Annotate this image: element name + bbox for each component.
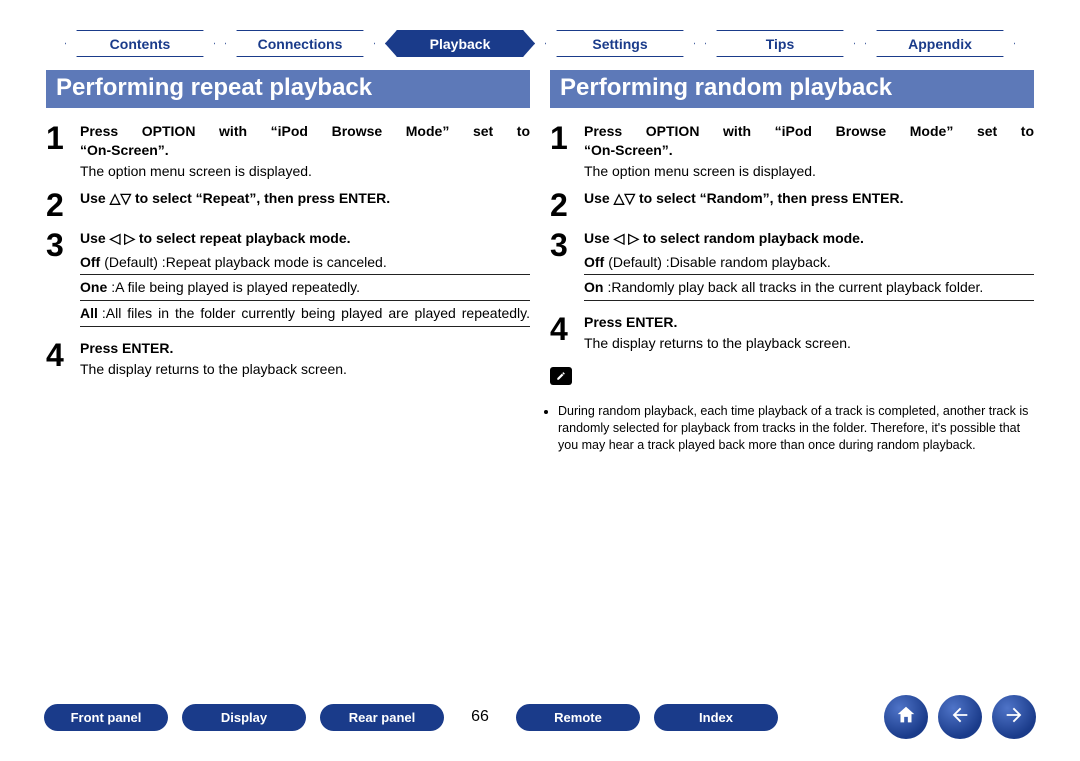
step-2: 2 Use △▽ to select “Random”, then press … bbox=[550, 189, 1034, 221]
pencil-icon bbox=[550, 367, 572, 385]
link-remote[interactable]: Remote bbox=[516, 704, 640, 731]
nav-circle-group bbox=[884, 695, 1036, 739]
tab-appendix[interactable]: Appendix bbox=[865, 30, 1015, 57]
opt-key: One bbox=[80, 278, 111, 297]
opt-key: Off bbox=[80, 253, 104, 272]
link-index[interactable]: Index bbox=[654, 704, 778, 731]
arrow-right-icon bbox=[1003, 704, 1025, 731]
step-sub: The display returns to the playback scre… bbox=[80, 360, 530, 379]
top-tab-nav: Contents Connections Playback Settings T… bbox=[0, 30, 1080, 62]
tab-contents[interactable]: Contents bbox=[65, 30, 215, 57]
note-body: During random playback, each time playba… bbox=[550, 403, 1034, 454]
section-title-repeat: Performing repeat playback bbox=[46, 70, 530, 108]
opt-key: All bbox=[80, 304, 102, 323]
content-columns: Performing repeat playback 1 Press OPTIO… bbox=[0, 62, 1080, 761]
tab-label: Tips bbox=[766, 36, 795, 52]
step-number: 1 bbox=[550, 122, 584, 154]
tab-playback[interactable]: Playback bbox=[385, 30, 535, 57]
step-4: 4 Press ENTER. The display returns to th… bbox=[46, 339, 530, 379]
pill-label: Index bbox=[699, 710, 733, 725]
opt-val: Disable random playback. bbox=[670, 253, 831, 272]
option-off: Off (Default) : Repeat playback mode is … bbox=[80, 250, 530, 276]
step-head: Use △▽ to select “Random”, then press EN… bbox=[584, 189, 1034, 208]
step-head-line2: “On-Screen”. bbox=[584, 141, 1034, 160]
step-number: 3 bbox=[550, 229, 584, 261]
opt-val: Repeat playback mode is canceled. bbox=[166, 253, 387, 272]
option-list: Off (Default) : Repeat playback mode is … bbox=[80, 250, 530, 328]
tab-settings[interactable]: Settings bbox=[545, 30, 695, 57]
step-1: 1 Press OPTION with “iPod Browse Mode” s… bbox=[46, 122, 530, 181]
step-2: 2 Use △▽ to select “Repeat”, then press … bbox=[46, 189, 530, 221]
step-sub: The option menu screen is displayed. bbox=[80, 162, 530, 181]
bottom-nav: Front panel Display Rear panel 66 Remote… bbox=[0, 695, 1080, 739]
step-sub: The option menu screen is displayed. bbox=[584, 162, 1034, 181]
pill-label: Remote bbox=[554, 710, 602, 725]
prev-button[interactable] bbox=[938, 695, 982, 739]
tab-label: Appendix bbox=[908, 36, 972, 52]
step-number: 1 bbox=[46, 122, 80, 154]
step-head: Press OPTION with “iPod Browse Mode” set… bbox=[80, 122, 530, 141]
pill-label: Display bbox=[221, 710, 267, 725]
step-head-line2: “On-Screen”. bbox=[80, 141, 530, 160]
opt-val: A file being played is played repeatedly… bbox=[115, 278, 360, 297]
link-front-panel[interactable]: Front panel bbox=[44, 704, 168, 731]
option-on: On : Randomly play back all tracks in th… bbox=[584, 275, 1034, 301]
pill-label: Front panel bbox=[71, 710, 142, 725]
link-rear-panel[interactable]: Rear panel bbox=[320, 704, 444, 731]
opt-def: (Default) : bbox=[608, 253, 669, 272]
col-repeat: Performing repeat playback 1 Press OPTIO… bbox=[46, 70, 530, 761]
step-3: 3 Use ◁ ▷ to select repeat playback mode… bbox=[46, 229, 530, 328]
tab-label: Playback bbox=[430, 36, 491, 52]
step-head: Use △▽ to select “Repeat”, then press EN… bbox=[80, 189, 530, 208]
step-1: 1 Press OPTION with “iPod Browse Mode” s… bbox=[550, 122, 1034, 181]
tab-label: Connections bbox=[258, 36, 343, 52]
next-button[interactable] bbox=[992, 695, 1036, 739]
option-off: Off (Default) : Disable random playback. bbox=[584, 250, 1034, 276]
opt-val: Randomly play back all tracks in the cur… bbox=[611, 278, 983, 297]
option-all: All : All files in the folder currently … bbox=[80, 301, 530, 327]
option-list: Off (Default) : Disable random playback.… bbox=[584, 250, 1034, 302]
opt-key: Off bbox=[584, 253, 608, 272]
step-number: 4 bbox=[46, 339, 80, 371]
step-head: Press ENTER. bbox=[80, 339, 530, 358]
opt-def: (Default) : bbox=[104, 253, 165, 272]
option-one: One : A file being played is played repe… bbox=[80, 275, 530, 301]
opt-val: All files in the folder currently being … bbox=[106, 304, 530, 323]
step-sub: The display returns to the playback scre… bbox=[584, 334, 1034, 353]
manual-page: Contents Connections Playback Settings T… bbox=[0, 0, 1080, 761]
pill-label: Rear panel bbox=[349, 710, 415, 725]
step-number: 2 bbox=[550, 189, 584, 221]
step-number: 2 bbox=[46, 189, 80, 221]
step-3: 3 Use ◁ ▷ to select random playback mode… bbox=[550, 229, 1034, 302]
tab-connections[interactable]: Connections bbox=[225, 30, 375, 57]
step-head: Press ENTER. bbox=[584, 313, 1034, 332]
step-head: Use ◁ ▷ to select repeat playback mode. bbox=[80, 229, 530, 248]
tab-label: Settings bbox=[592, 36, 647, 52]
page-number: 66 bbox=[450, 708, 510, 726]
note-block bbox=[550, 367, 1034, 385]
col-random: Performing random playback 1 Press OPTIO… bbox=[550, 70, 1034, 761]
tab-tips[interactable]: Tips bbox=[705, 30, 855, 57]
step-4: 4 Press ENTER. The display returns to th… bbox=[550, 313, 1034, 353]
note-text: During random playback, each time playba… bbox=[558, 403, 1034, 454]
link-display[interactable]: Display bbox=[182, 704, 306, 731]
step-number: 3 bbox=[46, 229, 80, 261]
arrow-left-icon bbox=[949, 704, 971, 731]
step-head: Use ◁ ▷ to select random playback mode. bbox=[584, 229, 1034, 248]
section-title-random: Performing random playback bbox=[550, 70, 1034, 108]
home-icon bbox=[895, 704, 917, 731]
opt-key: On bbox=[584, 278, 607, 297]
step-number: 4 bbox=[550, 313, 584, 345]
tab-label: Contents bbox=[110, 36, 171, 52]
home-button[interactable] bbox=[884, 695, 928, 739]
step-head: Press OPTION with “iPod Browse Mode” set… bbox=[584, 122, 1034, 141]
